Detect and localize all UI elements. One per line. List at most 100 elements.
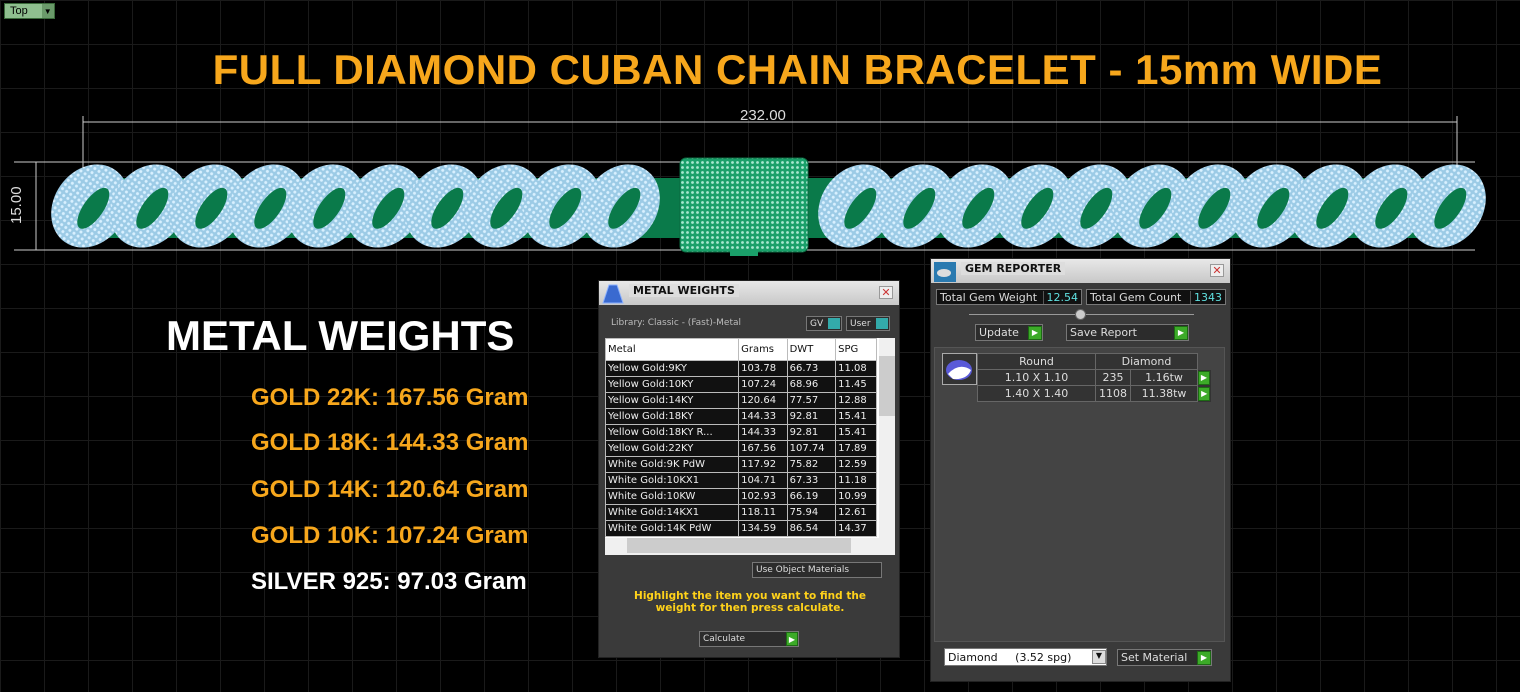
column-header[interactable]: Grams xyxy=(738,338,788,361)
table-cell: 17.89 xyxy=(835,440,877,457)
play-icon: ▶ xyxy=(786,632,798,646)
table-cell: Yellow Gold:9KY xyxy=(605,360,740,377)
panel-titlebar[interactable]: GEM REPORTER ✕ xyxy=(931,259,1230,283)
table-row[interactable]: Yellow Gold:18KY 144.33 92.81 15.41 xyxy=(605,408,877,425)
gem-weight: 11.38tw xyxy=(1130,385,1198,402)
update-button[interactable]: Update ▶ xyxy=(975,324,1043,341)
save-report-button[interactable]: Save Report ▶ xyxy=(1066,324,1189,341)
weight-line: GOLD 14K: 120.64 Gram xyxy=(251,476,529,503)
table-cell: 77.57 xyxy=(786,392,837,409)
bracelet-drawing xyxy=(14,116,1486,256)
calculate-label: Calculate xyxy=(703,634,746,644)
chain-link-gap xyxy=(136,187,169,229)
table-row[interactable]: Yellow Gold:9KY 103.78 66.73 11.08 xyxy=(605,360,877,377)
set-material-button[interactable]: Set Material ▶ xyxy=(1117,649,1212,666)
table-cell: 12.88 xyxy=(835,392,877,409)
table-row[interactable]: Yellow Gold:18KY R... 144.33 92.81 15.41 xyxy=(605,424,877,441)
gem-row[interactable]: 1.10 X 1.10 235 1.16tw ▶ xyxy=(977,369,1211,386)
table-cell: 107.24 xyxy=(738,376,788,393)
table-cell: 103.78 xyxy=(738,360,788,377)
column-header[interactable]: Metal xyxy=(605,338,740,361)
table-row[interactable]: Yellow Gold:10KY 107.24 68.96 11.45 xyxy=(605,376,877,393)
close-icon[interactable]: ✕ xyxy=(879,286,893,299)
table-cell: White Gold:9K PdW xyxy=(605,456,740,473)
vertical-scrollbar[interactable] xyxy=(879,338,895,538)
table-cell: 167.56 xyxy=(738,440,788,457)
column-header[interactable]: DWT xyxy=(786,338,837,361)
chain-link-gap xyxy=(844,187,877,229)
slider-handle[interactable] xyxy=(1075,309,1086,320)
close-icon[interactable]: ✕ xyxy=(1210,264,1224,277)
table-row[interactable]: Yellow Gold:22KY 167.56 107.74 17.89 xyxy=(605,440,877,457)
table-cell: 144.33 xyxy=(738,408,788,425)
chain-link-gap xyxy=(77,187,110,229)
shape-header: Round xyxy=(977,353,1096,370)
play-icon: ▶ xyxy=(1197,650,1211,665)
chain-link-gap xyxy=(195,187,228,229)
chain-link-gap xyxy=(1375,187,1408,229)
table-cell: White Gold:14KX1 xyxy=(605,504,740,521)
viewport-label[interactable]: Top ▼ xyxy=(4,3,55,19)
table-row[interactable]: White Gold:10KX1 104.71 67.33 11.18 xyxy=(605,472,877,489)
metal-flask-icon xyxy=(602,284,624,304)
table-cell: Yellow Gold:18KY R... xyxy=(605,424,740,441)
total-weight-value: 12.54 xyxy=(1042,290,1082,304)
total-gem-weight: Total Gem Weight 12.54 xyxy=(936,289,1082,305)
column-header[interactable]: SPG xyxy=(835,338,877,361)
height-dimension: 15.00 xyxy=(8,186,25,224)
material-header: Diamond xyxy=(1095,353,1198,370)
chain-link-gap xyxy=(1434,187,1467,229)
metal-list[interactable]: Metal Grams DWT SPG Yellow Gold:9KY 103.78 66.… xyxy=(605,338,895,555)
chain-link-gap xyxy=(1080,187,1113,229)
hint-text: Highlight the item you want to find the … xyxy=(634,590,866,614)
user-toggle[interactable]: User xyxy=(846,316,890,331)
table-row[interactable]: Yellow Gold:14KY 120.64 77.57 12.88 xyxy=(605,392,877,409)
table-cell: 11.08 xyxy=(835,360,877,377)
set-material-label: Set Material xyxy=(1121,651,1188,664)
panel-title: GEM REPORTER xyxy=(961,261,1066,275)
chain-link-gap xyxy=(313,187,346,229)
table-row[interactable]: White Gold:10KW 102.93 66.19 10.99 xyxy=(605,488,877,505)
table-cell: 134.59 xyxy=(738,520,788,537)
chain-link-gap xyxy=(962,187,995,229)
play-icon: ▶ xyxy=(1174,325,1188,340)
chain-link-gap xyxy=(372,187,405,229)
metal-weights-panel: METAL WEIGHTS ✕ Library: Classic - (Fast… xyxy=(598,280,900,658)
table-row[interactable]: White Gold:14K PdW 134.59 86.54 14.37 xyxy=(605,520,877,537)
table-cell: Yellow Gold:10KY xyxy=(605,376,740,393)
table-cell: 86.54 xyxy=(786,520,837,537)
calculate-button[interactable]: Calculate ▶ xyxy=(699,631,799,647)
table-row[interactable]: White Gold:9K PdW 117.92 75.82 12.59 xyxy=(605,456,877,473)
table-row[interactable]: White Gold:14KX1 118.11 75.94 12.61 xyxy=(605,504,877,521)
table-cell: 107.74 xyxy=(786,440,837,457)
table-cell: 120.64 xyxy=(738,392,788,409)
table-cell: Yellow Gold:22KY xyxy=(605,440,740,457)
table-cell: 118.11 xyxy=(738,504,788,521)
panel-titlebar[interactable]: METAL WEIGHTS ✕ xyxy=(599,281,899,305)
table-cell: 117.92 xyxy=(738,456,788,473)
weight-line: GOLD 10K: 107.24 Gram xyxy=(251,522,529,549)
table-cell: 144.33 xyxy=(738,424,788,441)
gem-size: 1.40 X 1.40 xyxy=(977,385,1096,402)
gv-toggle[interactable]: GV xyxy=(806,316,842,331)
table-cell: 104.71 xyxy=(738,472,788,489)
table-cell: 11.45 xyxy=(835,376,877,393)
gem-reporter-panel: GEM REPORTER ✕ Total Gem Weight 12.54 Tot… xyxy=(930,258,1231,682)
play-icon[interactable]: ▶ xyxy=(1198,386,1211,401)
gem-weight: 1.16tw xyxy=(1130,369,1198,386)
material-select-value: Diamond (3.52 spg) xyxy=(948,650,1072,664)
table-cell: 12.59 xyxy=(835,456,877,473)
horizontal-scrollbar[interactable] xyxy=(605,538,895,555)
gem-thumbnail[interactable] xyxy=(942,353,977,385)
table-cell: 14.37 xyxy=(835,520,877,537)
gv-label: GV xyxy=(810,318,824,329)
total-weight-label: Total Gem Weight xyxy=(940,290,1038,304)
gem-row[interactable]: 1.40 X 1.40 1108 11.38tw ▶ xyxy=(977,385,1211,402)
play-icon[interactable]: ▶ xyxy=(1198,370,1210,385)
chevron-down-icon[interactable]: ▼ xyxy=(41,4,54,18)
weight-line: SILVER 925: 97.03 Gram xyxy=(251,568,527,595)
material-select[interactable]: Diamond (3.52 spg) ▼ xyxy=(944,648,1107,666)
chain-link-gap xyxy=(1316,187,1349,229)
use-object-materials-toggle[interactable]: Use Object Materials xyxy=(752,562,882,578)
table-cell: 66.19 xyxy=(786,488,837,505)
